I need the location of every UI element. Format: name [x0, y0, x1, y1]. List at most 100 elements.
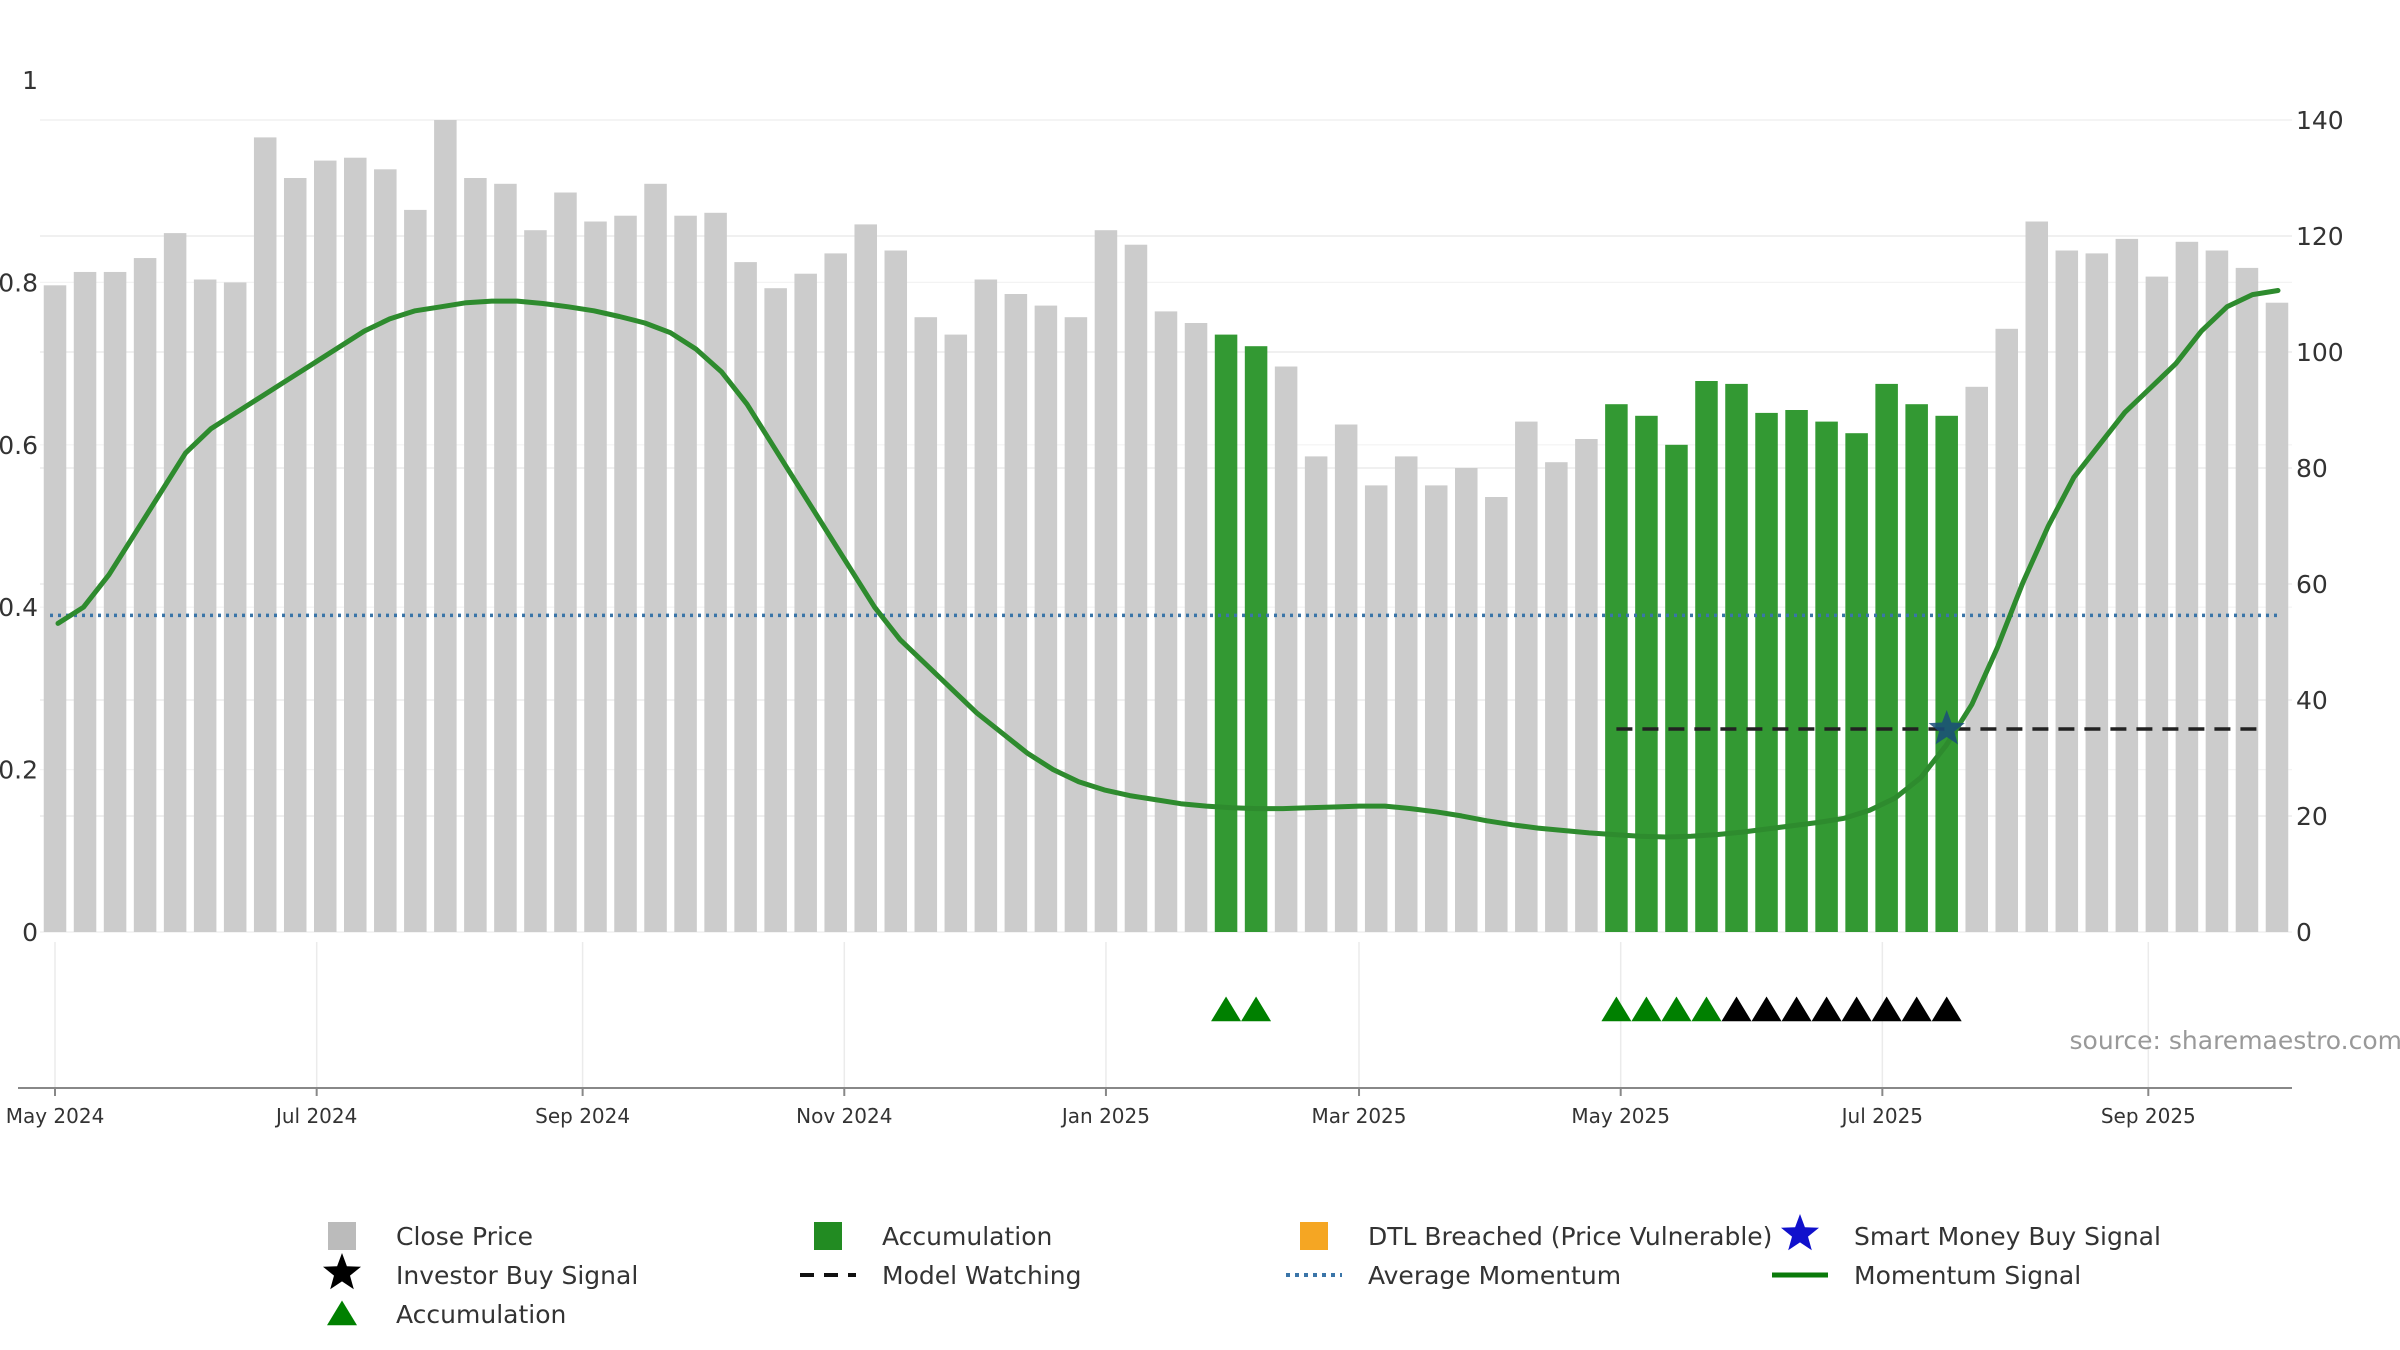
accumulation-bar	[1695, 381, 1718, 932]
legend-accumulation-marker-label: Accumulation	[396, 1300, 566, 1329]
investor-buy-marker	[1721, 996, 1752, 1022]
left-tick-label: 0	[22, 918, 38, 947]
accumulation-bar	[1905, 404, 1928, 932]
signal-markers	[1211, 710, 1965, 1022]
investor-buy-marker	[1841, 996, 1872, 1022]
legend-smart-money-label: Smart Money Buy Signal	[1854, 1222, 2161, 1251]
legend-close-price-label: Close Price	[396, 1222, 533, 1251]
close-price-bar	[283, 178, 307, 932]
close-price-bar	[644, 183, 667, 933]
legend-accumulation-triangle	[327, 1300, 357, 1326]
close-price-bar	[1154, 311, 1178, 932]
accumulation-bar	[1755, 412, 1778, 932]
accumulation-bar	[1935, 415, 1958, 932]
left-tick-label: 0.8	[0, 268, 38, 297]
close-price-bar	[944, 334, 968, 933]
close-price-bar	[614, 215, 637, 932]
x-tick-label: Nov 2024	[796, 1104, 892, 1128]
close-price-bar	[223, 282, 247, 932]
right-tick-label: 100	[2296, 338, 2344, 367]
source-text: source: sharemaestro.com	[2070, 1026, 2400, 1055]
right-tick-label: 120	[2296, 222, 2344, 251]
close-price-bar	[2175, 241, 2199, 933]
close-price-bar	[253, 137, 277, 932]
close-price-bar	[404, 209, 427, 932]
accumulation-bar	[1665, 444, 1688, 932]
close-price-bar	[133, 258, 157, 932]
close-price-bar	[1004, 294, 1028, 932]
close-price-bar	[914, 317, 938, 932]
smart-money-buy-star	[1928, 710, 1965, 745]
close-price-bar	[1485, 497, 1508, 932]
accumulation-marker	[1211, 996, 1242, 1022]
close-price-bar	[1394, 456, 1418, 932]
investor-buy-marker	[1751, 996, 1782, 1022]
close-price-bar	[2145, 276, 2169, 933]
close-price-bar	[1334, 424, 1358, 932]
close-price-bar	[2205, 250, 2229, 932]
x-tick-label: Sep 2024	[535, 1104, 630, 1128]
close-price-bar	[704, 212, 727, 933]
close-price-bar	[2055, 250, 2079, 932]
close-price-bar	[494, 183, 517, 933]
right-tick-label: 60	[2296, 570, 2328, 599]
close-price-bar	[854, 224, 877, 932]
accumulation-bar	[1725, 383, 1748, 932]
right-tick-label: 40	[2296, 686, 2328, 715]
accumulation-bar	[1605, 404, 1628, 932]
left-tick-label: 0.4	[0, 593, 38, 622]
close-price-bar	[2085, 253, 2109, 932]
close-price-bar	[2025, 221, 2049, 932]
investor-buy-marker	[1931, 996, 1962, 1022]
accumulation-marker	[1601, 996, 1632, 1022]
accumulation-bar	[1875, 383, 1898, 932]
accumulation-bar	[1214, 334, 1238, 933]
close-price-bar	[2265, 302, 2289, 932]
x-tick-label: Sep 2025	[2101, 1104, 2196, 1128]
x-tick-label: Mar 2025	[1312, 1104, 1407, 1128]
legend-momentum-label: Momentum Signal	[1854, 1261, 2081, 1290]
close-price-bar	[524, 230, 547, 932]
close-price-bar	[1515, 421, 1538, 932]
momentum-signal-line	[55, 288, 2281, 840]
investor-buy-marker	[1871, 996, 1902, 1022]
close-price-bar	[163, 233, 187, 933]
accumulation-marker	[1241, 996, 1272, 1022]
close-price-bar	[554, 192, 577, 932]
right-tick-label: 80	[2296, 454, 2328, 483]
legend-accumulation-bar-swatch	[814, 1222, 842, 1250]
axes: May 2024 Jul 2024 Sep 2024 Nov 2024 Jan 2025…	[0, 66, 2344, 1128]
close-price-bar	[1034, 305, 1058, 933]
x-tick-label: May 2024	[6, 1104, 105, 1128]
source-note: source: sharemaestro.com	[2070, 1026, 2400, 1055]
close-price-bar	[1364, 485, 1388, 932]
legend-dtl-label: DTL Breached (Price Vulnerable)	[1368, 1222, 1772, 1251]
close-price-bar	[884, 250, 908, 932]
close-price-bar	[1064, 317, 1088, 932]
legend-investor-label: Investor Buy Signal	[396, 1261, 638, 1290]
right-tick-label: 140	[2296, 106, 2344, 135]
x-tick-label: Jul 2025	[1840, 1104, 1923, 1128]
accumulation-bar	[1845, 433, 1868, 932]
investor-buy-marker	[1811, 996, 1842, 1022]
close-price-bar	[103, 271, 127, 933]
close-price-bar	[1424, 485, 1448, 932]
close-price-bar	[1184, 323, 1208, 932]
legend-accumulation-bar-label: Accumulation	[882, 1222, 1052, 1251]
x-tick-label: May 2025	[1571, 1104, 1670, 1128]
close-price-bar	[1124, 244, 1148, 932]
legend-close-price-swatch	[328, 1222, 356, 1250]
legend-investor-star	[323, 1253, 361, 1290]
accumulation-marker	[1631, 996, 1662, 1022]
accumulation-marker	[1691, 996, 1722, 1022]
close-price-bar	[1965, 386, 1988, 932]
left-tick-label: 0.6	[0, 431, 38, 460]
close-price-bar	[584, 221, 607, 932]
close-price-bar	[1304, 456, 1328, 932]
legend-dtl-swatch	[1300, 1222, 1328, 1250]
accumulation-bar	[1785, 410, 1808, 932]
left-tick-label: 0.2	[0, 756, 38, 785]
close-price-bar	[824, 253, 847, 932]
accumulation-bar	[1815, 421, 1838, 932]
